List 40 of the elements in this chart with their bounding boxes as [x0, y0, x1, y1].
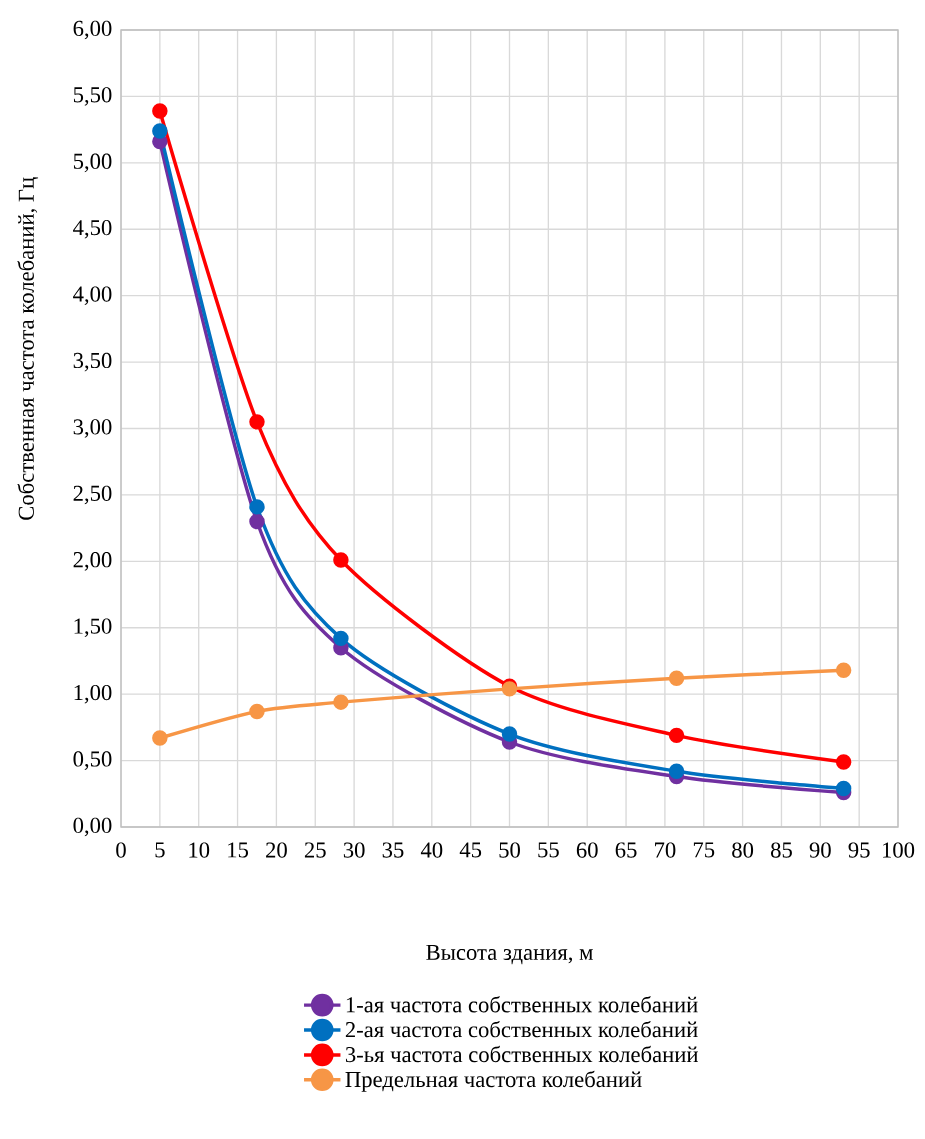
x-tick-label: 15 [228, 842, 249, 858]
x-tick-label: 25 [304, 842, 326, 858]
y-axis-title: Собственная частота колебаний, Гц [17, 177, 39, 520]
legend-label: Предельная частота колебаний [345, 1070, 642, 1092]
x-tick-label: 80 [732, 842, 754, 858]
x-tick-label: 40 [420, 842, 443, 858]
y-tick-label: 0,00 [73, 817, 112, 837]
y-tick-label: 3,00 [73, 419, 112, 438]
x-tick-label: 50 [499, 842, 520, 858]
y-tick-label: 2,50 [73, 485, 112, 505]
x-tick-label: 55 [538, 842, 559, 858]
y-tick-label: 4,00 [73, 286, 112, 305]
x-tick-label: 100 [883, 842, 915, 858]
y-tick-label: 3,50 [73, 352, 112, 372]
y-tick-label: 5,00 [73, 153, 112, 173]
x-tick-label: 90 [809, 842, 831, 858]
y-tick-label: 4,50 [73, 219, 112, 239]
x-tick-label: 75 [693, 842, 715, 858]
x-tick-label: 60 [576, 842, 598, 858]
x-tick-label: 20 [266, 842, 287, 858]
y-tick-label: 0,50 [73, 751, 112, 770]
y-tick-label: 5,50 [73, 87, 112, 106]
y-tick-label: 1,50 [74, 618, 112, 638]
x-tick-label: 30 [343, 842, 365, 858]
y-tick-label: 6,00 [73, 20, 112, 40]
x-tick-label: 5 [155, 842, 165, 858]
x-tick-label: 95 [848, 842, 870, 858]
x-axis-title: Высота здания, м [426, 944, 593, 965]
x-tick-label: 45 [459, 842, 482, 858]
y-tick-label: 1,00 [74, 684, 112, 704]
x-tick-label: 70 [655, 842, 676, 858]
legend-label: 2-ая частота собственных колебаний [345, 1020, 698, 1038]
y-tick-label: 2,00 [73, 552, 112, 571]
x-tick-label: 65 [615, 842, 637, 858]
x-tick-label: 85 [770, 842, 792, 858]
x-tick-label: 0 [116, 842, 126, 858]
legend-label: 3-ья частота собственных колебаний [345, 1045, 698, 1063]
x-tick-label: 35 [382, 842, 404, 858]
x-tick-label: 10 [189, 842, 210, 858]
legend-label: 1-ая частота собственных колебаний [346, 996, 698, 1013]
